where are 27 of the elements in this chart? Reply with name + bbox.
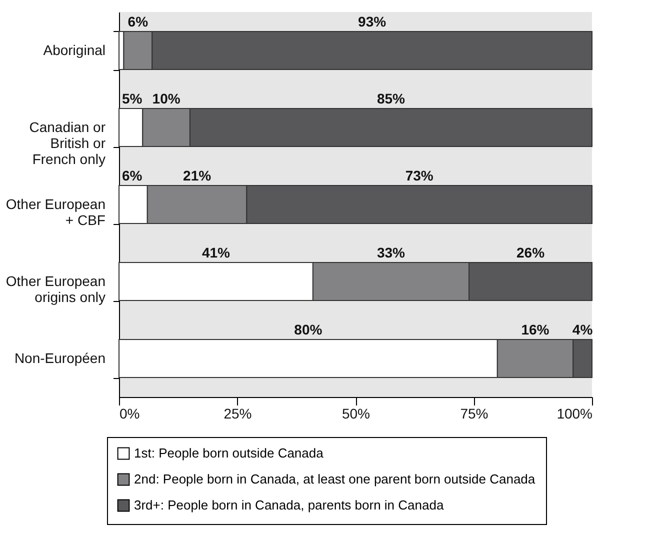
data-label: 21% <box>183 168 212 184</box>
legend-label: 3rd+: People born in Canada, parents born in Canada <box>134 498 444 512</box>
x-tick-label: 0% <box>120 406 140 422</box>
x-tick-label: 25% <box>224 406 252 422</box>
x-tick-label: 50% <box>342 406 370 422</box>
x-tick-label: 75% <box>460 406 488 422</box>
data-label: 41% <box>202 244 231 260</box>
data-label: 73% <box>405 168 434 184</box>
data-label: 6% <box>122 168 143 184</box>
y-tick-label: Non-Européen <box>14 350 106 366</box>
legend-label: 2nd: People born in Canada, at least one parent born outside Canada <box>134 472 536 486</box>
x-tick-label: 100% <box>556 406 592 422</box>
y-tick-label: Canadian or British or French only <box>29 119 106 167</box>
data-label: 85% <box>376 90 406 106</box>
data-label: 5% <box>122 90 143 106</box>
data-label: 93% <box>358 14 387 30</box>
data-label: 6% <box>128 14 149 30</box>
data-label: 80% <box>294 322 323 338</box>
data-label: 10% <box>152 90 181 106</box>
data-label: 33% <box>376 244 406 260</box>
data-label: 4% <box>572 322 594 338</box>
legend-label: 1st: People born outside Canada <box>134 446 324 460</box>
data-label: 26% <box>516 244 546 260</box>
y-tick-label: Other European + CBF <box>6 196 106 228</box>
y-tick-label: Other European origins only <box>6 273 106 305</box>
data-label: 16% <box>521 322 550 338</box>
y-tick-label: Aboriginal <box>43 42 106 58</box>
